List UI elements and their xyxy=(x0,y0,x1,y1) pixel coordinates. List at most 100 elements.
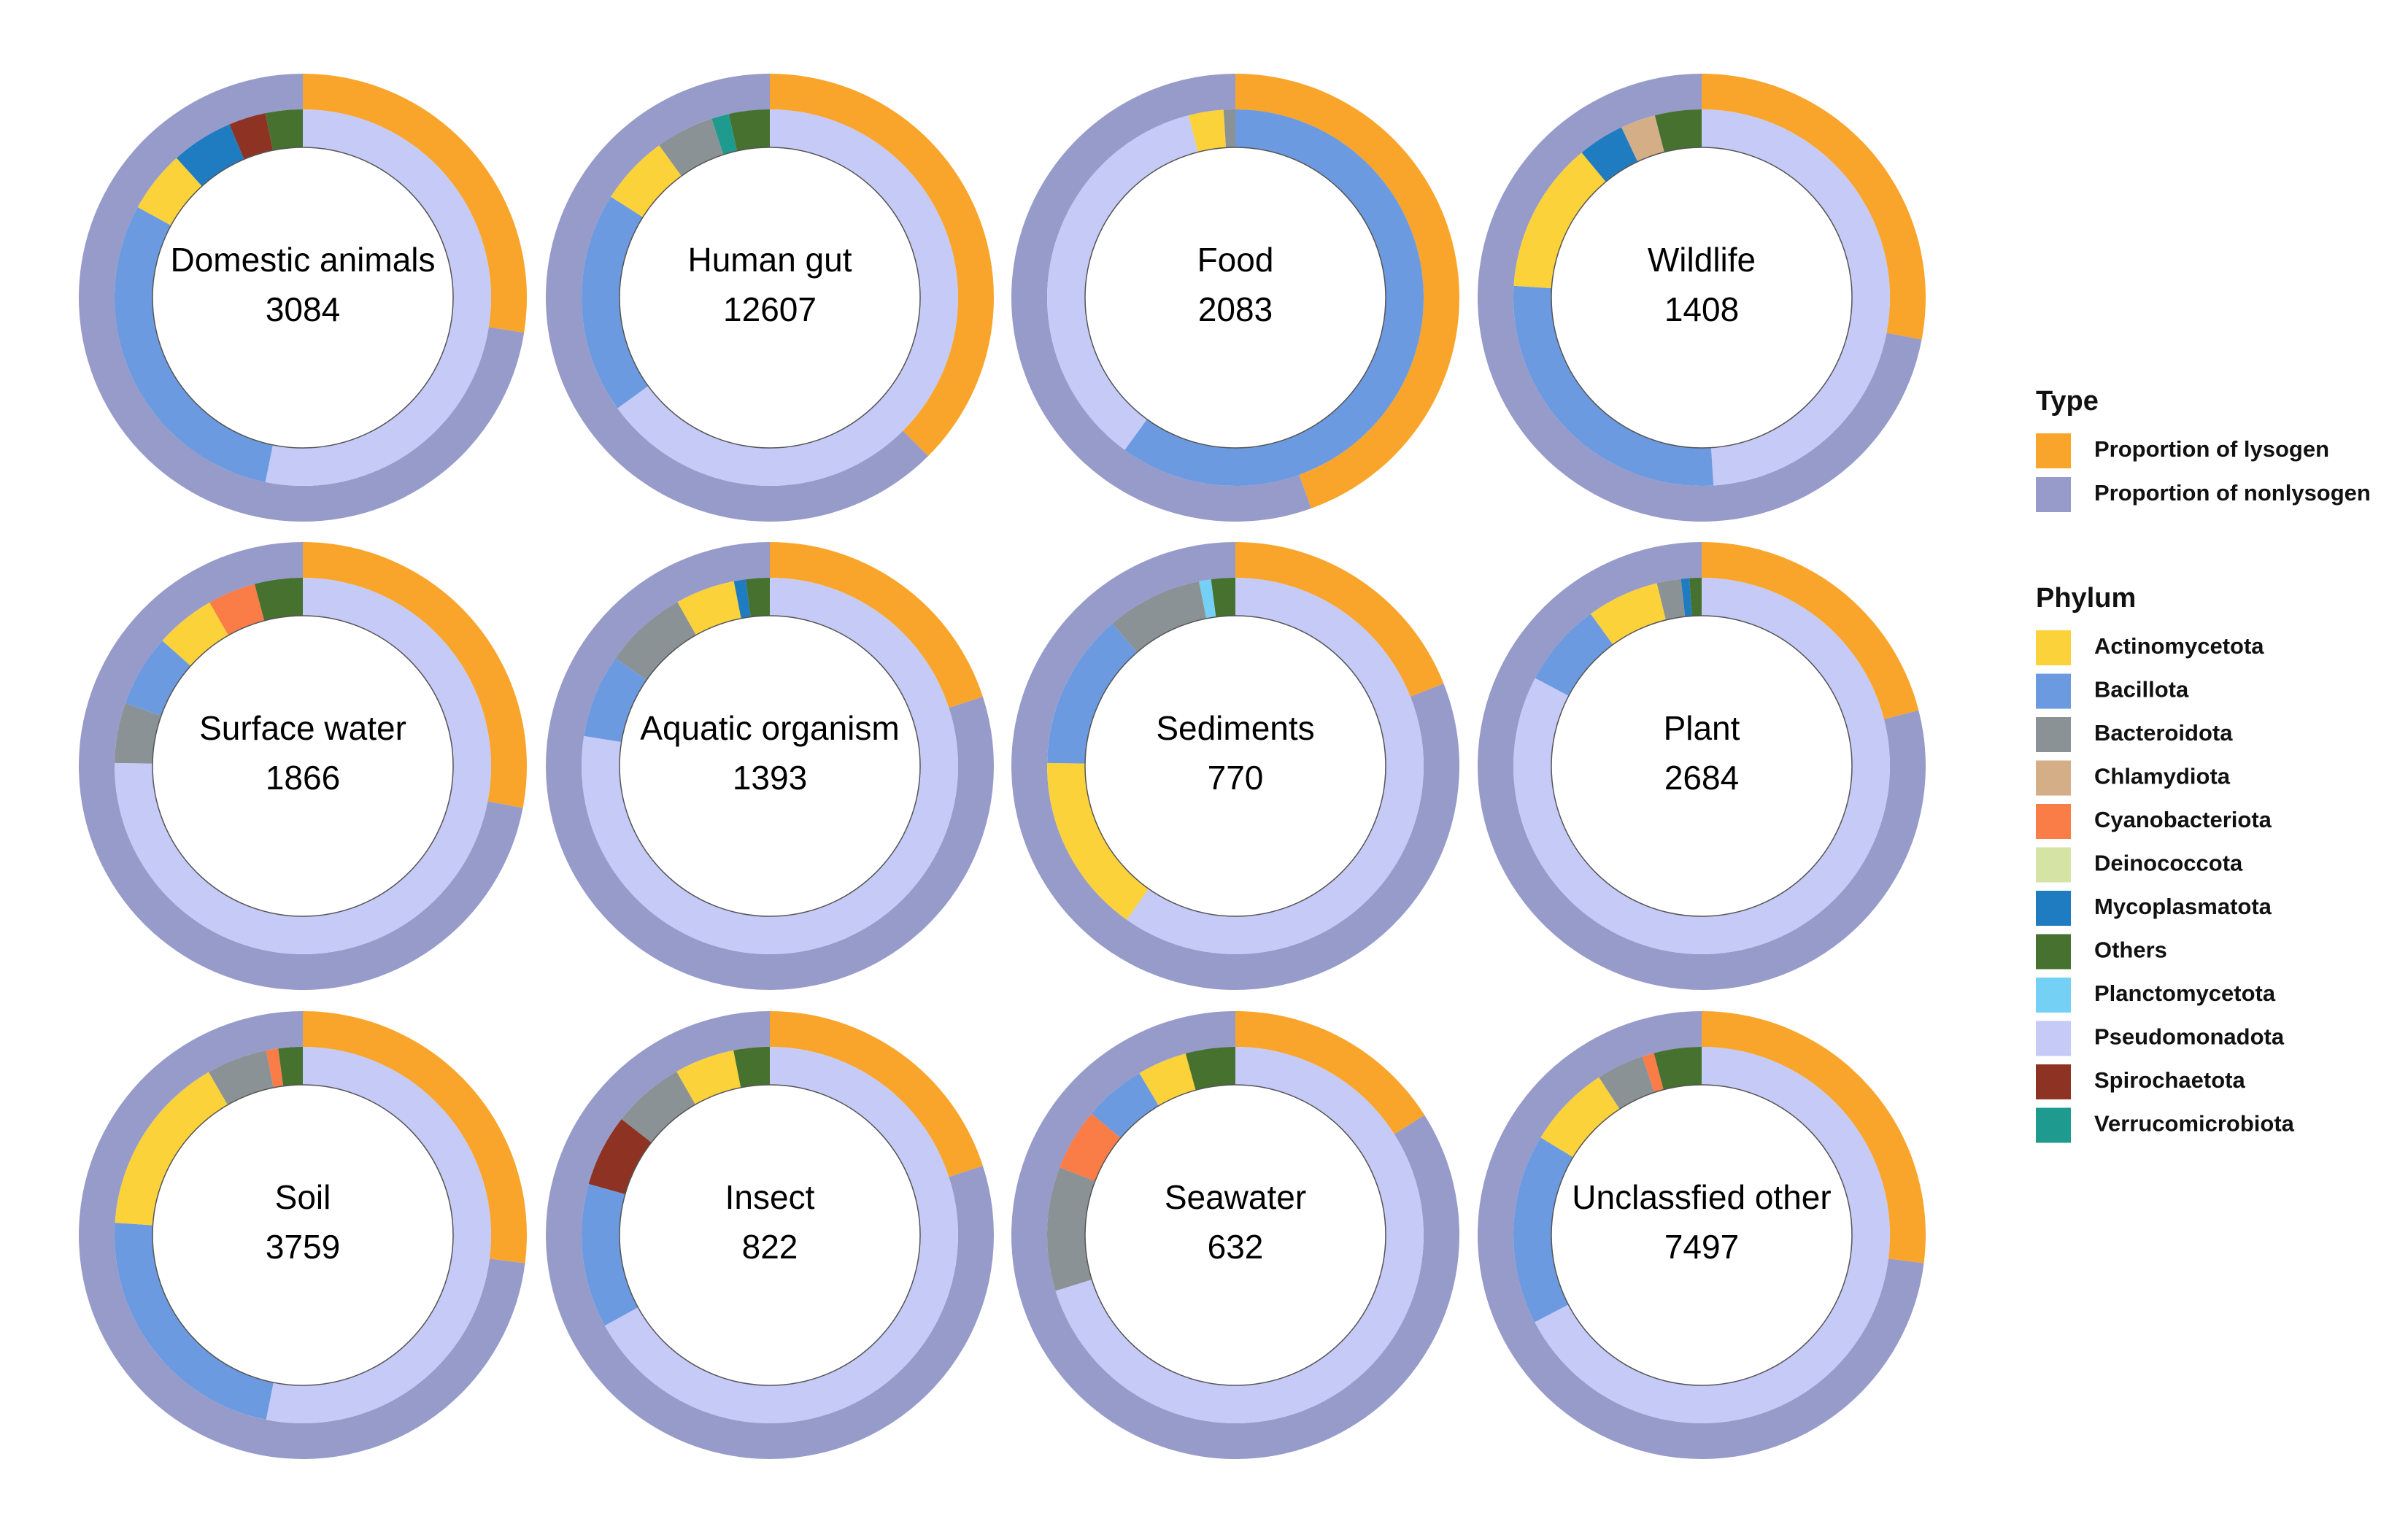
panel-count: 1393 xyxy=(733,759,807,797)
slice-spirochaetota xyxy=(229,113,273,160)
donut-sediments: Sediments 770 xyxy=(1011,542,1459,991)
donut-hole xyxy=(1084,1084,1386,1386)
slice-bacillota xyxy=(1513,285,1714,486)
donut-food: Food 2083 xyxy=(1011,74,1459,522)
donut-hole xyxy=(1551,615,1853,917)
donut-human-gut: Human gut 12607 xyxy=(545,74,994,522)
slice-pseudomonadota xyxy=(266,1047,491,1423)
slice-others xyxy=(1211,578,1235,617)
slice-actinomycetota xyxy=(1540,1077,1620,1158)
donut-hole xyxy=(619,147,921,449)
legend-swatch-verrucomicrobiota xyxy=(2036,1107,2071,1143)
legend-label-spirochaetota: Spirochaetota xyxy=(2094,1067,2245,1093)
legend-label-mycoplasmatota: Mycoplasmatota xyxy=(2094,894,2272,919)
legend-swatch-actinomycetota xyxy=(2036,630,2071,665)
panel-count: 632 xyxy=(1208,1228,1264,1266)
slice-others xyxy=(728,109,770,151)
donut-hole xyxy=(619,615,921,917)
slice-bacteroidota xyxy=(1656,579,1686,620)
legend-title-phylum: Phylum xyxy=(2036,583,2136,614)
slice-bacillota xyxy=(1535,614,1613,696)
legend-label-lysogen: Proportion of lysogen xyxy=(2094,436,2329,462)
slice-lysogen xyxy=(303,1011,527,1264)
slice-others xyxy=(746,578,770,617)
slice-lysogen xyxy=(303,542,528,808)
slice-planctomycetota xyxy=(1199,579,1216,619)
slice-pseudomonadota xyxy=(1046,115,1198,450)
slice-actinomycetota xyxy=(137,158,202,226)
panel-name: Unclassfied other xyxy=(1572,1178,1831,1216)
slice-actinomycetota xyxy=(1590,583,1666,645)
slice-others xyxy=(1653,1047,1702,1090)
legend-swatch-deinococcota xyxy=(2036,847,2071,883)
slice-actinomycetota xyxy=(1188,109,1227,152)
donut-unclassfied-other: Unclassfied other 7497 xyxy=(1477,1011,1926,1459)
panel-count: 822 xyxy=(742,1228,798,1266)
slice-actinomycetota xyxy=(676,1050,741,1105)
donut-surface-water: Surface water 1866 xyxy=(78,542,528,990)
slice-others xyxy=(265,109,303,151)
panel-count: 7497 xyxy=(1664,1228,1739,1266)
slice-bacteroidota xyxy=(615,602,696,681)
panel-name: Human gut xyxy=(687,241,852,279)
slice-actinomycetota xyxy=(1046,762,1149,920)
legend-swatch-others xyxy=(2036,934,2071,970)
panel-count: 3084 xyxy=(266,290,340,328)
panel-count: 3759 xyxy=(266,1228,340,1266)
donut-plant: Plant 2684 xyxy=(1477,542,1926,990)
panel-count: 12607 xyxy=(723,290,817,328)
panel-name: Seawater xyxy=(1165,1178,1306,1216)
panel-name: Domestic animals xyxy=(171,241,436,279)
donut-hole xyxy=(1084,615,1386,917)
panel-name: Surface water xyxy=(199,709,406,747)
slice-cyanobacteriota xyxy=(1060,1113,1121,1181)
panel-count: 2083 xyxy=(1198,290,1273,328)
legend: Type Proportion of lysogen Proportion of n… xyxy=(2036,386,2371,1143)
donut-hole xyxy=(1551,147,1853,449)
slice-bacteroidota xyxy=(115,703,161,764)
donut-soil: Soil 3759 xyxy=(78,1011,527,1459)
panel-name: Insect xyxy=(725,1178,815,1216)
legend-label-nonlysogen: Proportion of nonlysogen xyxy=(2094,480,2371,506)
slice-mycoplasmatota xyxy=(733,579,751,619)
legend-label-verrucomicrobiota: Verrucomicrobiota xyxy=(2094,1111,2295,1137)
slice-spirochaetota xyxy=(588,1119,652,1195)
slice-mycoplasmatota xyxy=(1581,127,1638,182)
slice-others xyxy=(254,578,303,621)
slice-others xyxy=(1689,578,1702,616)
slice-actinomycetota xyxy=(162,602,228,666)
donut-hole xyxy=(619,1084,921,1386)
slice-pseudomonadota xyxy=(265,109,492,486)
slice-actinomycetota xyxy=(611,145,682,217)
legend-label-planctomycetota: Planctomycetota xyxy=(2094,980,2276,1006)
slice-bacteroidota xyxy=(1047,1167,1095,1291)
legend-swatch-pseudomonadota xyxy=(2036,1021,2071,1056)
legend-swatch-cyanobacteriota xyxy=(2036,804,2071,839)
legend-label-cyanobacteriota: Cyanobacteriota xyxy=(2094,807,2272,832)
slice-bacteroidota xyxy=(1599,1056,1655,1110)
donut-hole xyxy=(152,1084,454,1386)
panel-name: Plant xyxy=(1664,709,1740,747)
legend-label-pseudomonadota: Pseudomonadota xyxy=(2094,1024,2285,1050)
slice-pseudomonadota xyxy=(1127,578,1424,955)
donut-hole xyxy=(1084,147,1386,449)
panel-count: 2684 xyxy=(1664,759,1739,797)
legend-title-type: Type xyxy=(2036,386,2099,417)
panel-name: Food xyxy=(1197,241,1274,279)
slice-lysogen xyxy=(1702,1011,1926,1264)
panel-name: Soil xyxy=(275,1178,331,1216)
panel-count: 770 xyxy=(1208,759,1264,797)
slice-bacteroidota xyxy=(659,118,724,177)
slice-lysogen xyxy=(1235,74,1459,508)
slice-nonlysogen xyxy=(545,74,929,522)
slice-actinomycetota xyxy=(1513,152,1606,289)
panel-name: Aquatic organism xyxy=(640,709,899,747)
panel-count: 1866 xyxy=(266,759,340,797)
legend-swatch-spirochaetota xyxy=(2036,1064,2071,1099)
slice-pseudomonadota xyxy=(1702,109,1890,486)
donut-seawater: Seawater 632 xyxy=(1011,1011,1459,1459)
slice-bacteroidota xyxy=(1223,109,1235,148)
slice-cyanobacteriota xyxy=(209,584,265,636)
slice-lysogen xyxy=(1702,542,1919,719)
